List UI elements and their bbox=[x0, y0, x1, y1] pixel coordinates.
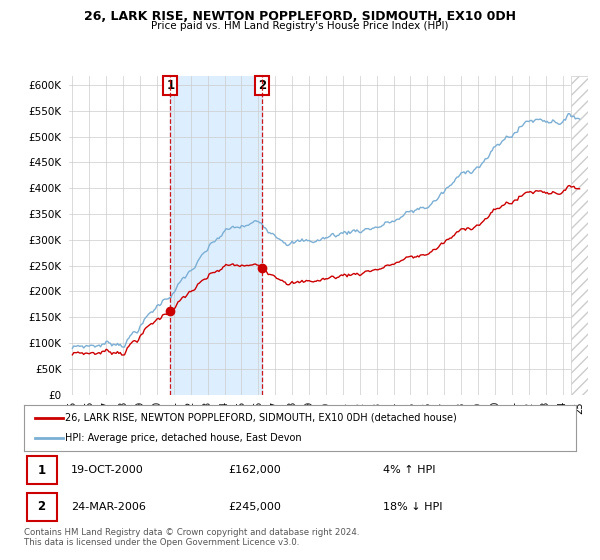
Bar bbox=[571, 76, 588, 395]
Bar bbox=[571, 76, 588, 395]
Text: 1: 1 bbox=[166, 78, 175, 92]
FancyBboxPatch shape bbox=[27, 493, 56, 521]
Text: 18% ↓ HPI: 18% ↓ HPI bbox=[383, 502, 442, 512]
Text: 2: 2 bbox=[258, 78, 266, 92]
Text: HPI: Average price, detached house, East Devon: HPI: Average price, detached house, East… bbox=[65, 433, 302, 443]
Bar bbox=[170, 76, 262, 395]
Text: 26, LARK RISE, NEWTON POPPLEFORD, SIDMOUTH, EX10 0DH: 26, LARK RISE, NEWTON POPPLEFORD, SIDMOU… bbox=[84, 10, 516, 23]
Text: Contains HM Land Registry data © Crown copyright and database right 2024.
This d: Contains HM Land Registry data © Crown c… bbox=[24, 528, 359, 547]
Text: Price paid vs. HM Land Registry's House Price Index (HPI): Price paid vs. HM Land Registry's House … bbox=[151, 21, 449, 31]
FancyBboxPatch shape bbox=[27, 456, 56, 484]
Text: 19-OCT-2000: 19-OCT-2000 bbox=[71, 465, 143, 475]
Text: 1: 1 bbox=[38, 464, 46, 477]
Text: £162,000: £162,000 bbox=[228, 465, 281, 475]
Text: 4% ↑ HPI: 4% ↑ HPI bbox=[383, 465, 436, 475]
Text: 24-MAR-2006: 24-MAR-2006 bbox=[71, 502, 146, 512]
Text: £245,000: £245,000 bbox=[228, 502, 281, 512]
Text: 2: 2 bbox=[38, 500, 46, 514]
Text: 26, LARK RISE, NEWTON POPPLEFORD, SIDMOUTH, EX10 0DH (detached house): 26, LARK RISE, NEWTON POPPLEFORD, SIDMOU… bbox=[65, 413, 457, 423]
